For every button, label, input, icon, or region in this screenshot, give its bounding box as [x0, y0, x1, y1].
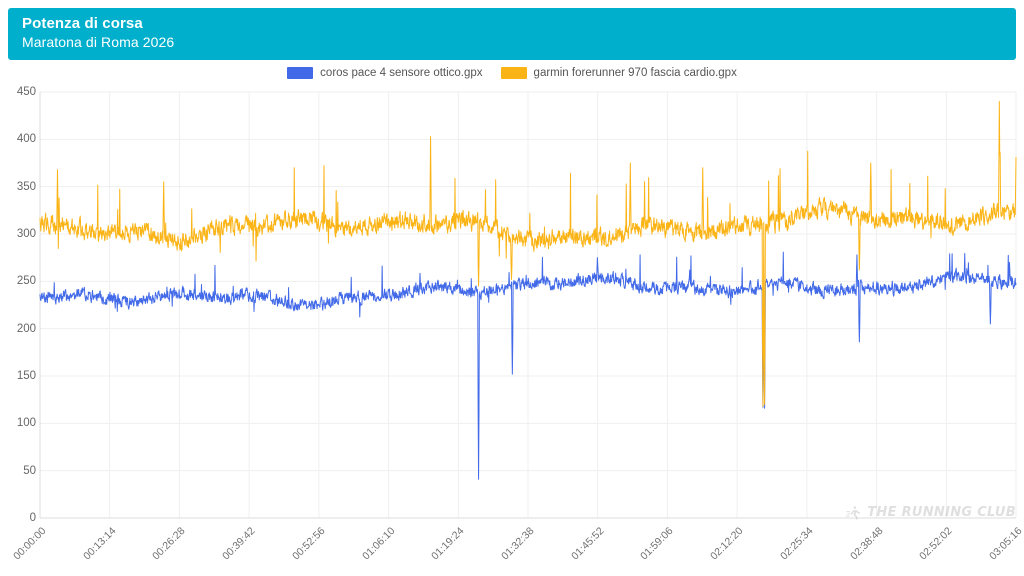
- y-tick-label: 450: [16, 86, 36, 98]
- legend-label-garmin: garmin forerunner 970 fascia cardio.gpx: [533, 67, 737, 79]
- x-tick-label: 02:12:20: [708, 525, 746, 563]
- y-tick-label: 50: [23, 464, 36, 477]
- y-tick-label: 200: [16, 322, 36, 335]
- page-title: Potenza di corsa: [22, 15, 143, 32]
- x-tick-label: 00:26:28: [150, 525, 188, 563]
- series-line: [39, 100, 1017, 407]
- chart-legend: coros pace 4 sensore ottico.gpx garmin f…: [0, 64, 1024, 82]
- x-tick-label: 01:06:10: [359, 525, 398, 563]
- legend-swatch-coros: [287, 67, 314, 79]
- y-tick-label: 400: [16, 133, 36, 146]
- x-tick-label: 01:19:24: [429, 525, 467, 563]
- gridlines: [39, 91, 1017, 519]
- x-tick-label: 01:32:38: [499, 525, 537, 563]
- series-line: [39, 251, 1017, 480]
- x-tick-label: 00:52:56: [289, 525, 328, 563]
- header-banner: Potenza di corsa Maratona di Roma 2026: [8, 8, 1016, 60]
- y-tick-label: 150: [16, 370, 36, 382]
- plot-area: [0, 84, 1024, 524]
- x-tick-label: 03:05:16: [987, 525, 1024, 563]
- x-tick-label: 00:13:14: [80, 525, 119, 563]
- x-tick-label: 00:39:42: [220, 525, 258, 563]
- legend-item-garmin[interactable]: garmin forerunner 970 fascia cardio.gpx: [500, 67, 737, 79]
- chart-canvas: [39, 91, 1017, 519]
- x-tick-label: 02:38:48: [847, 525, 886, 563]
- x-tick-label: 02:52:02: [917, 525, 955, 563]
- x-tick-label: 02:25:34: [777, 525, 816, 563]
- y-tick-label: 0: [29, 512, 36, 524]
- x-tick-label: 00:00:00: [11, 525, 49, 563]
- x-axis: 00:00:00 00:13:14 00:26:28 00:39:42 00:52:56…: [0, 519, 1024, 576]
- legend-label-coros: coros pace 4 sensore ottico.gpx: [320, 67, 483, 79]
- series-lines: [39, 100, 1017, 480]
- y-tick-label: 250: [16, 275, 36, 288]
- legend-swatch-garmin: [500, 67, 527, 79]
- legend-item-coros[interactable]: coros pace 4 sensore ottico.gpx: [287, 67, 483, 79]
- y-tick-label: 300: [16, 228, 36, 240]
- y-tick-label: 350: [16, 180, 36, 193]
- y-axis: 0 50 100 150 200 250 300 350 400 450: [0, 84, 36, 524]
- x-tick-label: 01:45:52: [568, 525, 607, 563]
- x-tick-label: 01:59:06: [638, 525, 676, 563]
- page-subtitle: Maratona di Roma 2026: [22, 34, 175, 50]
- y-tick-label: 100: [16, 417, 36, 430]
